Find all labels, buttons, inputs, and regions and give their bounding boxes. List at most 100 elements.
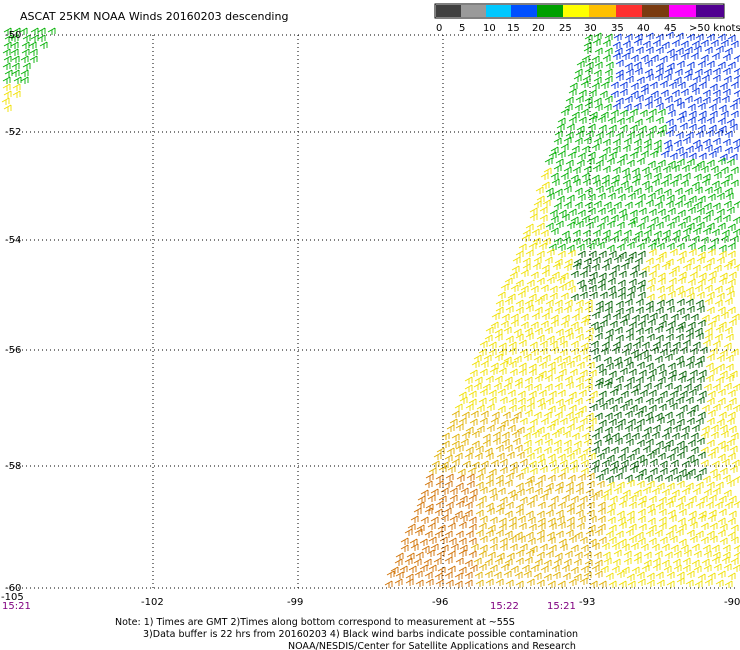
wind-barb (536, 334, 545, 342)
wind-barb (626, 510, 635, 518)
wind-barb (728, 425, 737, 433)
wind-barb (696, 437, 705, 445)
wind-barb (543, 487, 552, 495)
wind-barb (587, 277, 596, 285)
wind-barb (602, 551, 611, 559)
wind-barb (702, 89, 711, 97)
wind-barb (665, 326, 674, 334)
wind-barb (410, 515, 419, 523)
wind-barb (692, 227, 701, 235)
wind-barb (413, 558, 422, 566)
wind-barb (540, 284, 549, 292)
wind-barb (712, 67, 721, 75)
wind-barb (651, 263, 660, 271)
time-label-mid: 15:22 (490, 601, 519, 612)
legend-swatch-1 (461, 5, 486, 17)
wind-barb (697, 244, 706, 252)
wind-barb (613, 486, 622, 494)
wind-barb (550, 215, 559, 223)
wind-barb (515, 482, 524, 490)
wind-barb (440, 514, 449, 522)
wind-barb (485, 375, 494, 383)
wind-barb (528, 523, 537, 531)
wind-barb (605, 61, 614, 69)
wind-barb (733, 55, 740, 62)
note-line-1: Note: 1) Times are GMT 2)Times along bot… (115, 617, 515, 628)
wind-barb (638, 270, 647, 278)
wind-barb (566, 507, 575, 515)
wind-barb (722, 544, 731, 552)
wind-barb (1, 97, 10, 105)
wind-barb (569, 82, 578, 90)
wind-barb (671, 235, 680, 243)
wind-barb (717, 61, 726, 69)
wind-barb (727, 517, 736, 525)
wind-barb (686, 529, 695, 537)
wind-barb (645, 397, 654, 405)
wind-barb (696, 291, 705, 299)
wind-barb (700, 165, 709, 173)
wind-barb (726, 118, 735, 126)
wind-barb (615, 300, 624, 308)
wind-barb (399, 565, 408, 573)
wind-barb (724, 47, 733, 55)
wind-barb (651, 487, 660, 495)
wind-barb (652, 341, 661, 349)
wind-barb (712, 403, 721, 411)
lat-lon-grid (6, 34, 736, 589)
wind-barb (554, 299, 563, 307)
wind-barb (677, 209, 686, 217)
wind-barb (655, 502, 664, 510)
wind-barb (493, 571, 502, 579)
wind-barb (581, 215, 590, 223)
wind-barb (659, 460, 668, 468)
wind-barb (730, 524, 739, 532)
wind-barb (3, 41, 12, 49)
wind-barb (644, 95, 653, 103)
wind-barb (710, 237, 719, 245)
wind-barb (485, 452, 494, 460)
wind-barb (524, 556, 533, 564)
wind-barb (455, 530, 464, 538)
wind-barb (706, 481, 715, 489)
wind-barb (696, 355, 705, 363)
wind-barb (537, 522, 546, 530)
wind-barb (572, 354, 581, 362)
wind-barb (513, 355, 522, 363)
wind-barb (666, 482, 675, 490)
wind-barb (638, 369, 647, 377)
wind-barb (574, 68, 583, 76)
wind-barb (622, 40, 631, 48)
wind-barb (606, 481, 615, 489)
wind-barb (680, 544, 689, 552)
wind-barb (657, 452, 666, 460)
wind-barb (2, 48, 11, 56)
wind-barb (529, 418, 538, 426)
wind-barb (728, 397, 737, 405)
wind-barb (660, 150, 669, 158)
wind-barb (435, 480, 444, 488)
wind-barb (464, 509, 473, 517)
wind-barb (613, 411, 622, 419)
wind-barb (441, 440, 450, 448)
wind-barb (522, 257, 531, 265)
wind-barb (528, 368, 537, 376)
wind-barb (723, 262, 732, 270)
wind-barb (465, 403, 474, 411)
wind-barb (570, 293, 579, 301)
wind-barb (621, 348, 630, 356)
wind-barb (488, 396, 497, 404)
wind-barb (591, 459, 600, 467)
wind-barb (680, 40, 689, 48)
wind-barb (676, 256, 685, 264)
wind-barb (631, 447, 640, 455)
wind-barb (717, 157, 726, 165)
wind-barb (682, 472, 691, 480)
wind-barb (691, 87, 700, 95)
wind-barb (584, 305, 593, 313)
wind-barb (583, 136, 592, 144)
wind-barb (684, 501, 693, 509)
wind-barb (706, 159, 715, 167)
wind-barb (717, 440, 726, 448)
wind-barb (700, 39, 709, 47)
